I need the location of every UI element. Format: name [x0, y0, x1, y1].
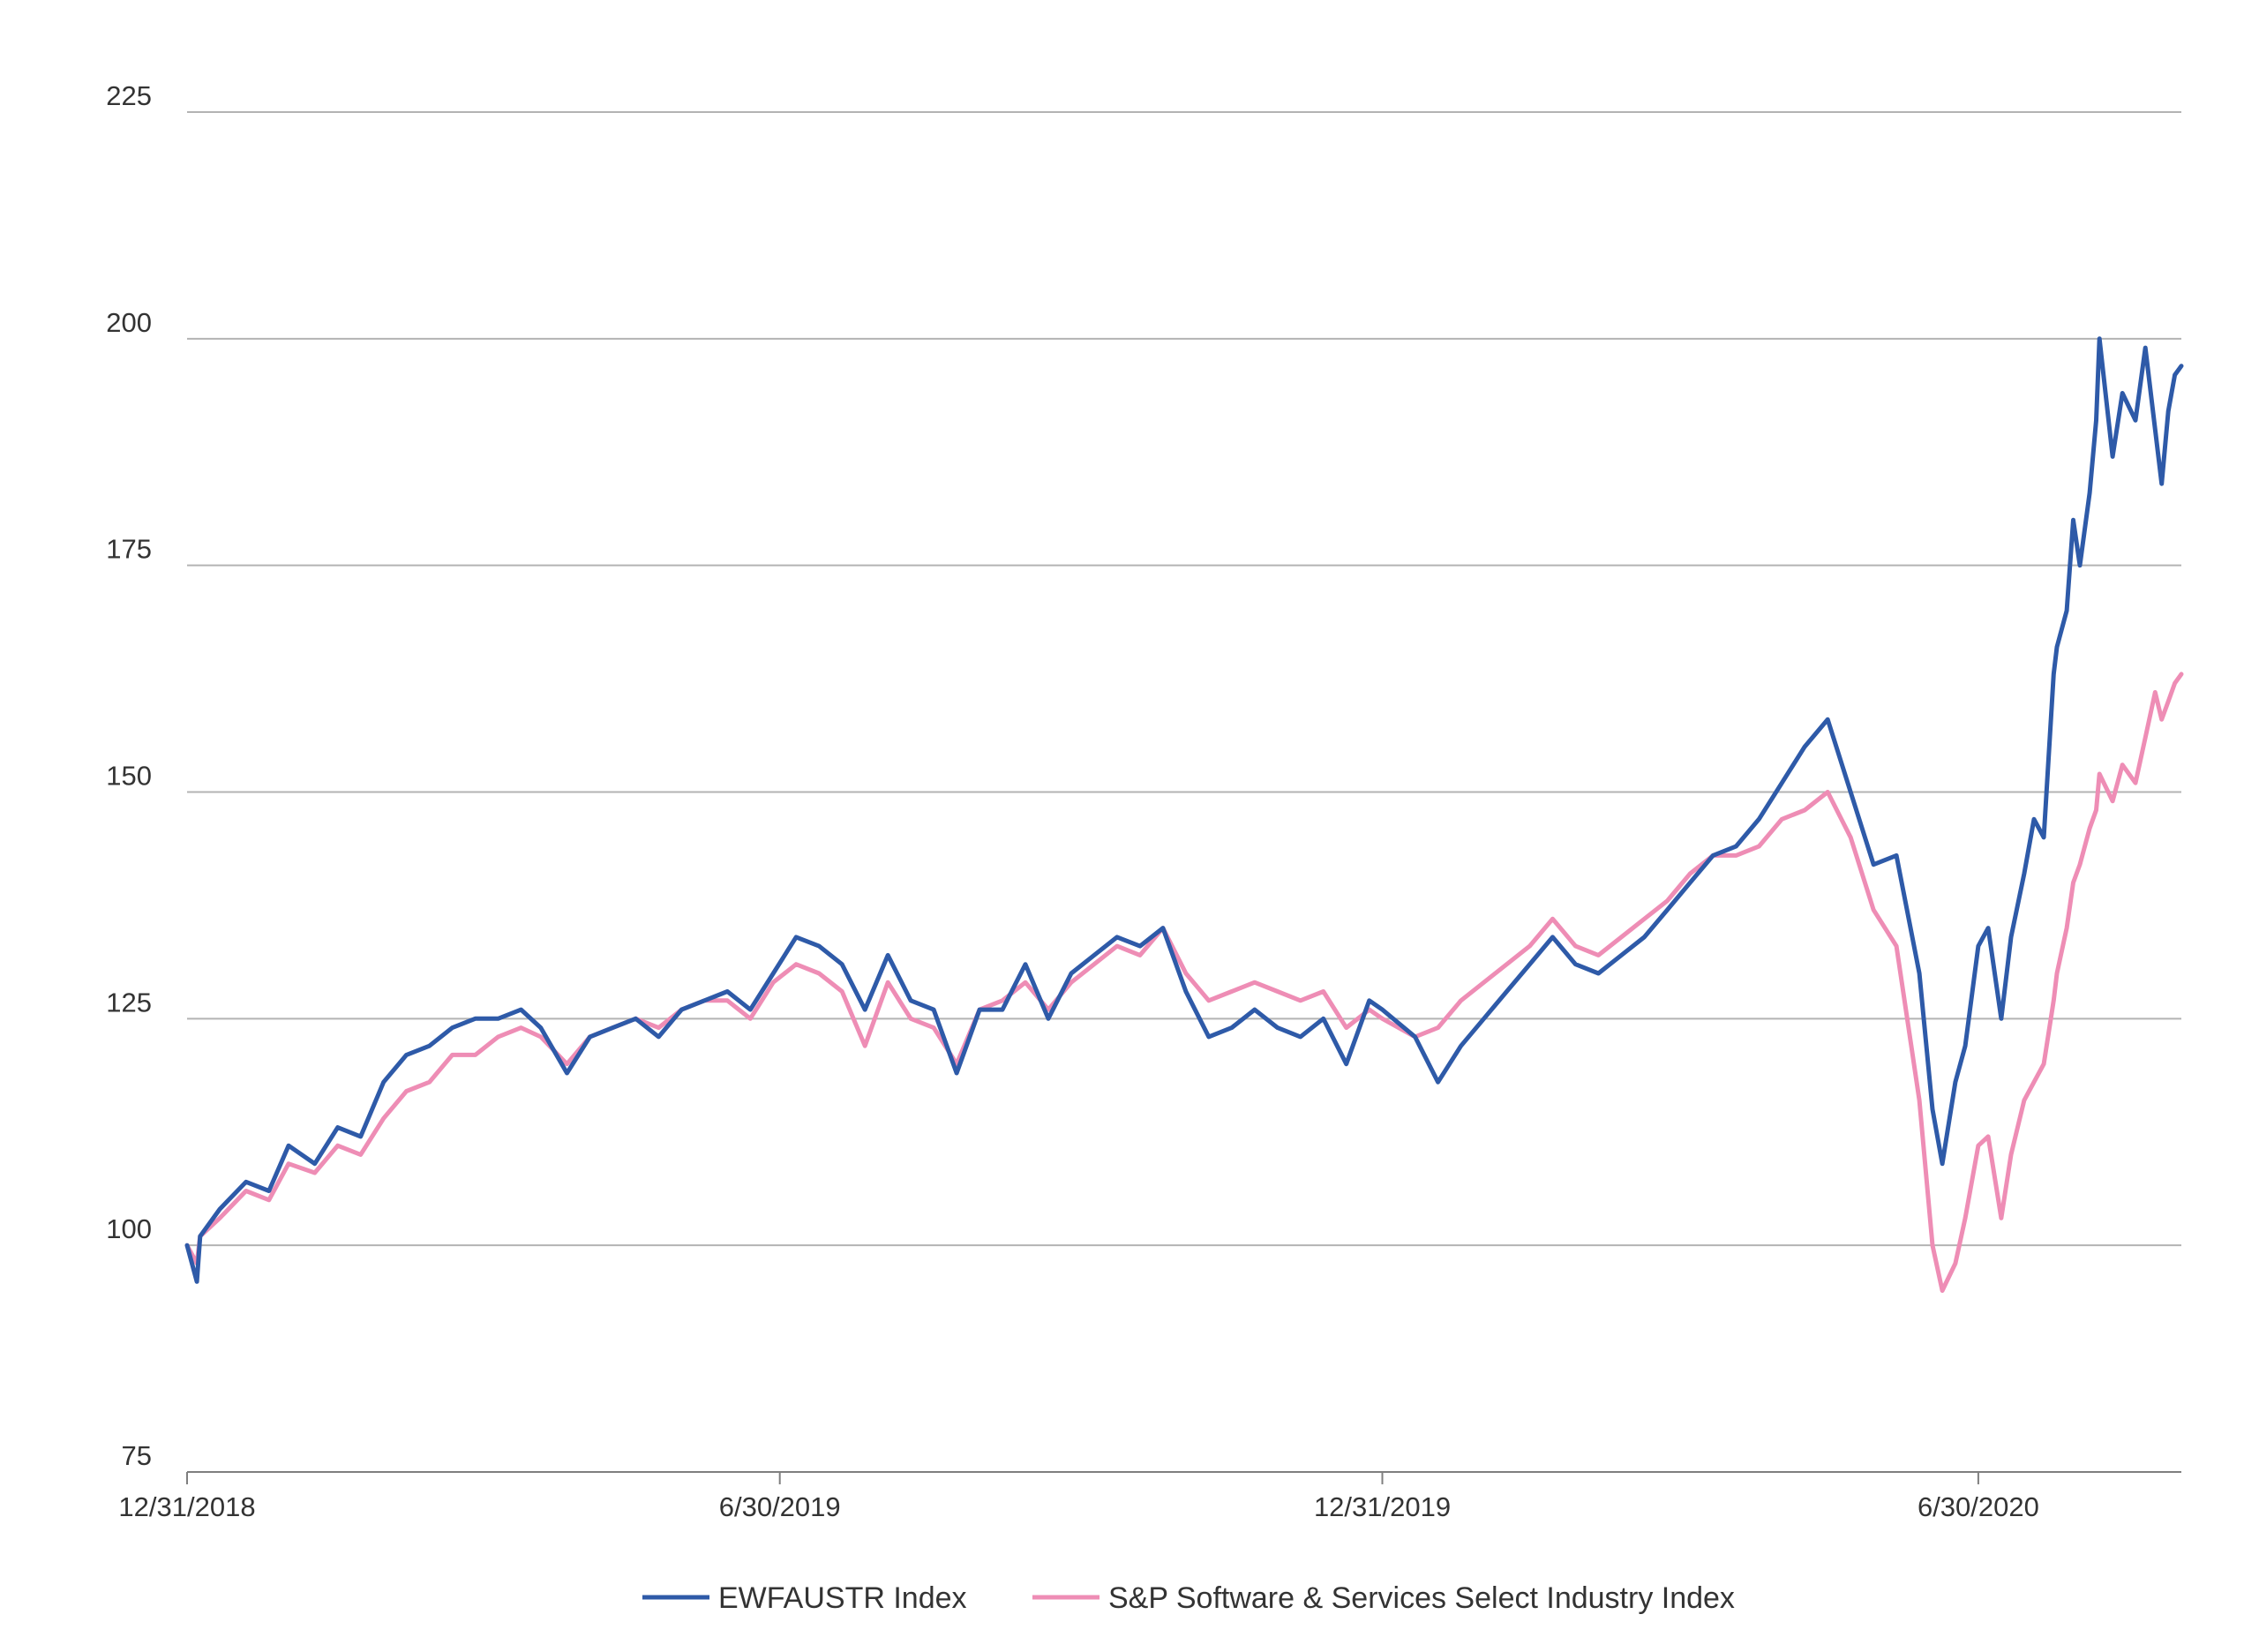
legend-item: S&P Software & Services Select Industry … — [1032, 1581, 1735, 1615]
legend-label: S&P Software & Services Select Industry … — [1108, 1581, 1735, 1615]
legend-item: EWFAUSTR Index — [642, 1581, 967, 1615]
x-tick-label: 6/30/2020 — [1918, 1491, 2039, 1522]
x-axis-tick-labels: 12/31/2018 6/30/2019 12/31/2019 6/30/2020 — [118, 1491, 2038, 1522]
y-axis-tick-labels: 75 100 125 150 175 200 225 — [106, 80, 152, 1471]
y-gridlines — [187, 111, 2181, 1247]
series-lines — [184, 336, 2184, 1293]
y-tick-label: 200 — [106, 307, 152, 338]
x-tick-label: 12/31/2018 — [118, 1491, 255, 1522]
y-tick-label: 100 — [106, 1213, 152, 1244]
series-line-0 — [184, 336, 2184, 1284]
x-axis — [186, 1471, 2181, 1484]
legend-label: EWFAUSTR Index — [718, 1581, 967, 1615]
x-tick-label: 6/30/2019 — [719, 1491, 841, 1522]
y-tick-label: 225 — [106, 80, 152, 111]
y-tick-label: 175 — [106, 534, 152, 565]
y-tick-label: 75 — [122, 1440, 152, 1471]
x-tick-label: 12/31/2019 — [1314, 1491, 1451, 1522]
y-tick-label: 125 — [106, 987, 152, 1017]
y-tick-label: 150 — [106, 761, 152, 792]
legend: EWFAUSTR Index S&P Software & Services Se… — [642, 1581, 1735, 1615]
